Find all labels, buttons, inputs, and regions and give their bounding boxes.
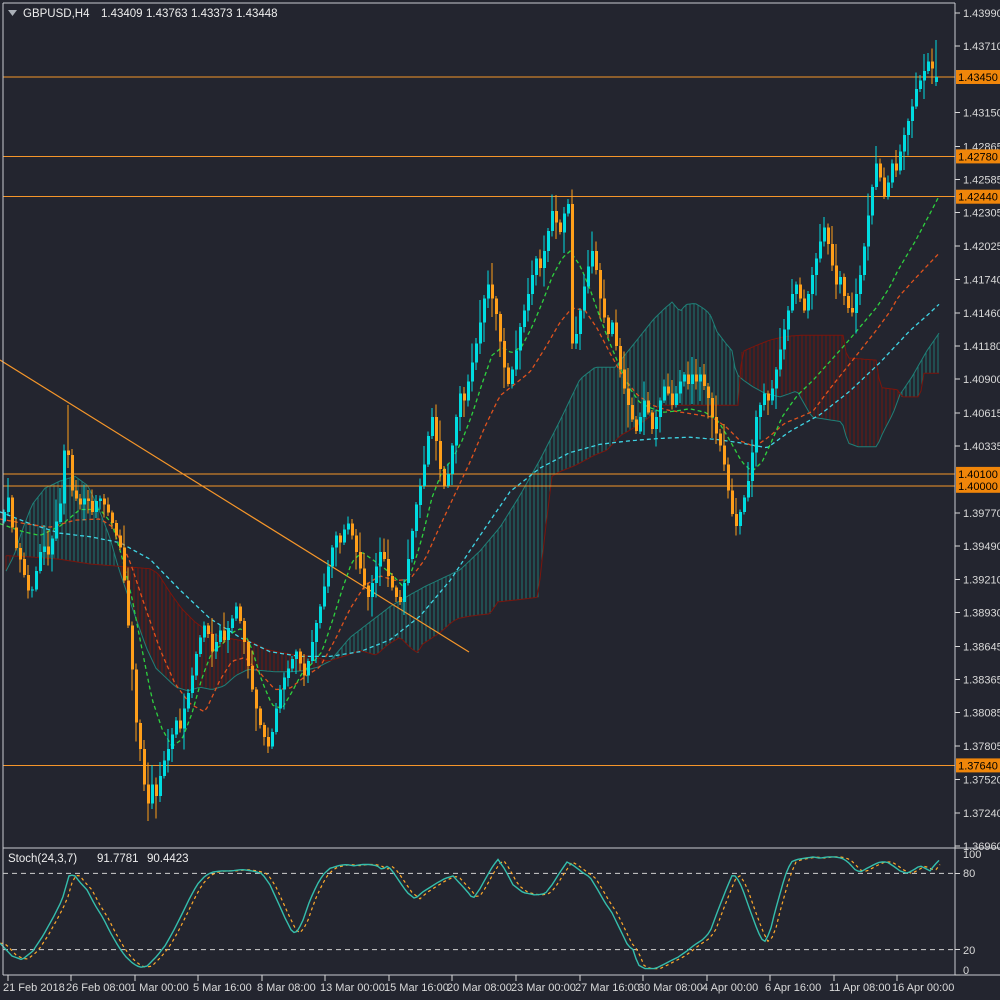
ohlc-open: 1.43409 xyxy=(101,8,143,20)
price-axis[interactable]: 1.439901.437101.431501.428651.425851.423… xyxy=(955,8,1000,977)
time-tick-label: 21 Feb 2018 xyxy=(3,982,65,994)
price-level-badge: 1.37640 xyxy=(956,758,1000,773)
svg-text:1.37640: 1.37640 xyxy=(958,760,998,772)
stoch-label: Stoch(24,3,7) xyxy=(8,853,77,865)
trendline-layer xyxy=(0,359,470,653)
price-tick-label: 1.41740 xyxy=(963,275,1000,287)
candles-layer xyxy=(3,39,938,822)
price-tick-label: 1.39210 xyxy=(963,574,1000,586)
price-tick-label: 1.43150 xyxy=(963,108,1000,120)
stoch-axis-label: 100 xyxy=(963,849,981,861)
ohlc-readout: 1.43409 1.43763 1.43373 1.43448 xyxy=(101,8,278,20)
time-tick-label: 23 Mar 00:00 xyxy=(511,982,576,994)
time-axis[interactable]: 21 Feb 2018 26 Feb 08:00 1 Mar 00:00 5 Mar … xyxy=(3,975,954,994)
stoch-signal-value: 90.4423 xyxy=(147,853,189,865)
price-tick-label: 1.38930 xyxy=(963,608,1000,620)
indicator-dashed-lines xyxy=(0,195,940,746)
time-tick-label: 1 Mar 00:00 xyxy=(130,982,189,994)
symbol-dropdown-icon[interactable] xyxy=(8,10,17,16)
price-level-badge: 1.40000 xyxy=(956,478,1000,493)
time-tick-label: 16 Apr 00:00 xyxy=(892,982,954,994)
stoch-axis-label: 20 xyxy=(963,945,975,957)
ohlc-low: 1.43373 xyxy=(191,8,233,20)
time-tick-label: 5 Mar 16:00 xyxy=(193,982,252,994)
panel-frame xyxy=(2,2,1000,976)
price-tick-label: 1.41460 xyxy=(963,308,1000,320)
chart-header: GBPUSD,H4 1.43409 1.43763 1.43373 1.4344… xyxy=(8,8,278,20)
stochastic-oscillator xyxy=(0,856,955,970)
time-tick-label: 13 Mar 00:00 xyxy=(320,982,385,994)
price-tick-label: 1.37805 xyxy=(963,741,1000,753)
price-tick-label: 1.38085 xyxy=(963,708,1000,720)
time-tick-label: 4 Apr 00:00 xyxy=(702,982,758,994)
svg-text:1.43450: 1.43450 xyxy=(958,72,998,84)
price-level-badge: 1.42780 xyxy=(956,149,1000,164)
stoch-header: Stoch(24,3,7) 91.7781 90.4423 xyxy=(8,853,189,865)
ohlc-high: 1.43763 xyxy=(146,8,188,20)
price-tick-label: 1.42025 xyxy=(963,241,1000,253)
price-level-badge: 1.43450 xyxy=(956,70,1000,84)
descending-trendline[interactable] xyxy=(0,359,470,653)
price-tick-label: 1.40900 xyxy=(963,374,1000,386)
price-tick-label: 1.36960 xyxy=(963,841,1000,853)
price-level-badge: 1.40100 xyxy=(956,466,1000,481)
time-tick-label: 15 Mar 16:00 xyxy=(384,982,449,994)
time-tick-label: 27 Mar 16:00 xyxy=(575,982,640,994)
time-tick-label: 30 Mar 08:00 xyxy=(638,982,703,994)
time-tick-label: 8 Mar 08:00 xyxy=(257,982,316,994)
price-tick-label: 1.42305 xyxy=(963,208,1000,220)
time-tick-label: 26 Feb 08:00 xyxy=(66,982,131,994)
price-tick-label: 1.39490 xyxy=(963,541,1000,553)
price-tick-label: 1.37240 xyxy=(963,808,1000,820)
price-tick-label: 1.43990 xyxy=(963,8,1000,20)
svg-text:1.42440: 1.42440 xyxy=(958,192,998,204)
time-tick-label: 6 Apr 16:00 xyxy=(765,982,821,994)
price-tick-label: 1.42585 xyxy=(963,175,1000,187)
stoch-readout: Stoch(24,3,7) 91.7781 90.4423 xyxy=(8,853,189,865)
svg-text:1.40100: 1.40100 xyxy=(958,469,998,481)
price-tick-label: 1.37520 xyxy=(963,775,1000,787)
ichimoku-cloud xyxy=(5,301,940,692)
price-tick-label: 1.43710 xyxy=(963,41,1000,53)
svg-text:1.42780: 1.42780 xyxy=(958,151,998,163)
time-tick-label: 20 Mar 08:00 xyxy=(447,982,512,994)
time-tick-label: 11 Apr 08:00 xyxy=(829,982,891,994)
svg-text:1.40000: 1.40000 xyxy=(958,481,998,493)
price-tick-label: 1.41180 xyxy=(963,341,1000,353)
price-tick-label: 1.38365 xyxy=(963,675,1000,687)
price-tick-label: 1.40335 xyxy=(963,441,1000,453)
stoch-axis-label: 0 xyxy=(963,965,969,977)
stoch-main-value: 91.7781 xyxy=(97,853,139,865)
price-level-badge: 1.42440 xyxy=(956,189,1000,204)
symbol-title: GBPUSD,H4 xyxy=(23,8,90,20)
horizontal-level-lines xyxy=(3,76,955,766)
price-tick-label: 1.38645 xyxy=(963,641,1000,653)
price-tick-label: 1.40615 xyxy=(963,408,1000,420)
price-tick-label: 1.39770 xyxy=(963,508,1000,520)
stoch-axis-label: 80 xyxy=(963,868,975,880)
ohlc-close: 1.43448 xyxy=(236,8,278,20)
